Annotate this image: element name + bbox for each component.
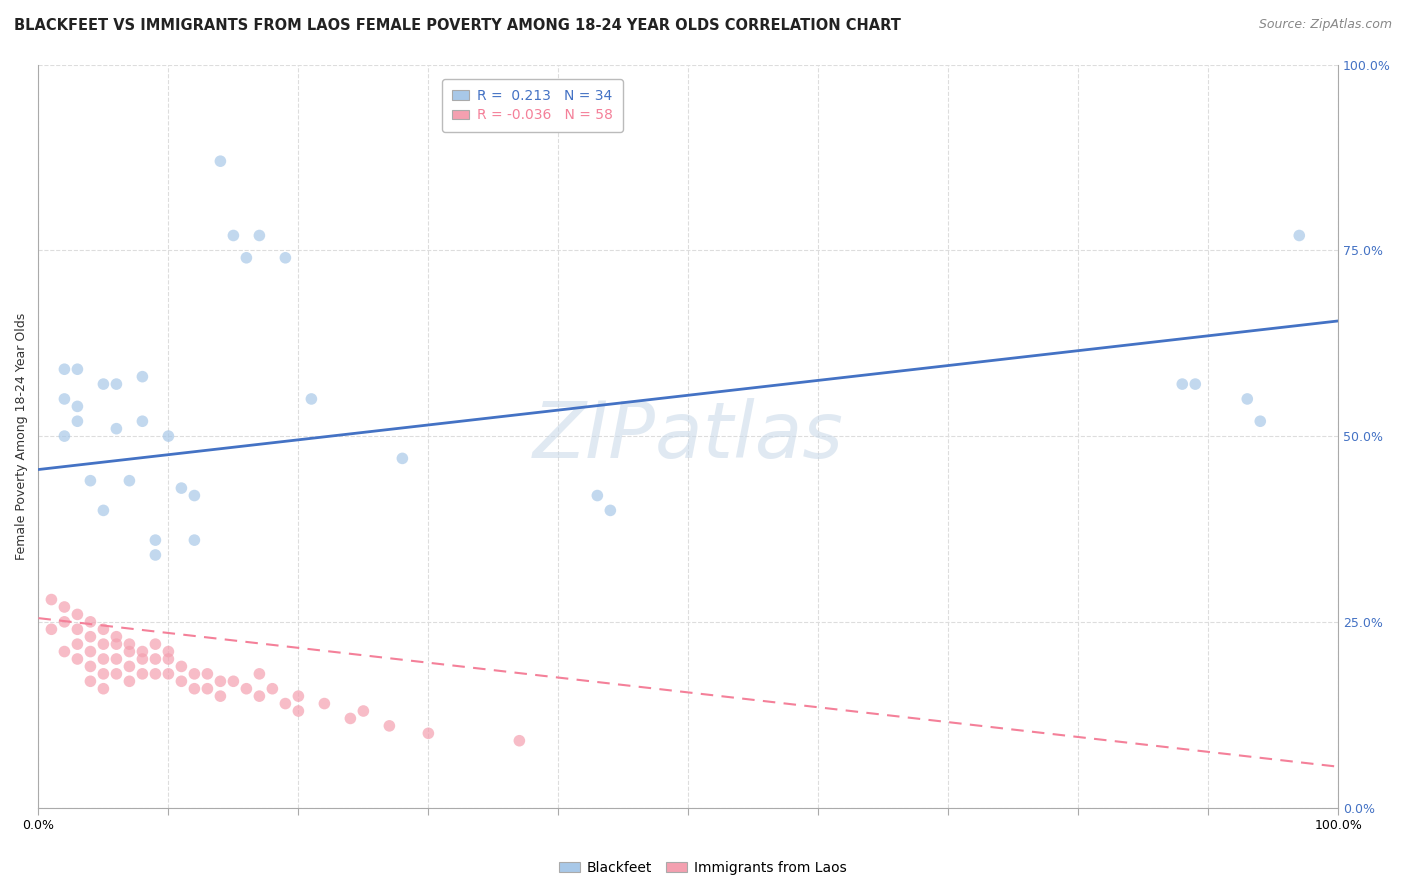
- Point: [93, 652, 115, 666]
- Point: [197, 666, 219, 681]
- Point: [145, 666, 167, 681]
- Point: [586, 489, 609, 503]
- Point: [274, 697, 297, 711]
- Text: ZIPatlas: ZIPatlas: [533, 398, 844, 474]
- Point: [79, 644, 101, 658]
- Point: [145, 548, 167, 562]
- Point: [247, 666, 270, 681]
- Point: [145, 652, 167, 666]
- Point: [66, 652, 89, 666]
- Point: [247, 228, 270, 243]
- Point: [93, 666, 115, 681]
- Point: [131, 414, 153, 428]
- Point: [93, 681, 115, 696]
- Point: [53, 599, 76, 614]
- Point: [41, 592, 63, 607]
- Point: [183, 489, 205, 503]
- Point: [222, 228, 245, 243]
- Point: [105, 666, 128, 681]
- Point: [157, 429, 180, 443]
- Point: [1236, 392, 1258, 406]
- Point: [170, 659, 193, 673]
- Point: [79, 630, 101, 644]
- Point: [118, 659, 141, 673]
- Point: [93, 503, 115, 517]
- Point: [299, 392, 322, 406]
- Point: [262, 681, 284, 696]
- Point: [1288, 228, 1310, 243]
- Point: [197, 681, 219, 696]
- Point: [105, 630, 128, 644]
- Point: [508, 733, 530, 747]
- Point: [170, 481, 193, 495]
- Point: [599, 503, 621, 517]
- Point: [209, 154, 232, 169]
- Point: [66, 607, 89, 622]
- Text: Source: ZipAtlas.com: Source: ZipAtlas.com: [1258, 18, 1392, 31]
- Point: [183, 681, 205, 696]
- Point: [131, 666, 153, 681]
- Point: [79, 474, 101, 488]
- Point: [183, 666, 205, 681]
- Point: [170, 674, 193, 689]
- Point: [145, 533, 167, 548]
- Point: [105, 377, 128, 392]
- Point: [378, 719, 401, 733]
- Legend: R =  0.213   N = 34, R = -0.036   N = 58: R = 0.213 N = 34, R = -0.036 N = 58: [443, 79, 623, 132]
- Y-axis label: Female Poverty Among 18-24 Year Olds: Female Poverty Among 18-24 Year Olds: [15, 312, 28, 559]
- Point: [209, 689, 232, 703]
- Point: [287, 689, 309, 703]
- Point: [53, 392, 76, 406]
- Point: [157, 644, 180, 658]
- Point: [118, 637, 141, 651]
- Point: [274, 251, 297, 265]
- Point: [287, 704, 309, 718]
- Point: [118, 474, 141, 488]
- Point: [118, 644, 141, 658]
- Point: [339, 711, 361, 725]
- Point: [1184, 377, 1206, 392]
- Point: [314, 697, 336, 711]
- Point: [157, 666, 180, 681]
- Point: [1171, 377, 1194, 392]
- Point: [131, 369, 153, 384]
- Point: [79, 674, 101, 689]
- Point: [105, 422, 128, 436]
- Point: [53, 429, 76, 443]
- Point: [93, 637, 115, 651]
- Point: [93, 377, 115, 392]
- Point: [53, 362, 76, 376]
- Point: [1249, 414, 1271, 428]
- Point: [53, 615, 76, 629]
- Point: [235, 251, 257, 265]
- Point: [235, 681, 257, 696]
- Point: [66, 622, 89, 636]
- Point: [66, 637, 89, 651]
- Point: [105, 637, 128, 651]
- Point: [183, 533, 205, 548]
- Point: [209, 674, 232, 689]
- Point: [131, 644, 153, 658]
- Point: [391, 451, 413, 466]
- Point: [79, 659, 101, 673]
- Point: [79, 615, 101, 629]
- Point: [66, 362, 89, 376]
- Point: [93, 622, 115, 636]
- Legend: Blackfeet, Immigrants from Laos: Blackfeet, Immigrants from Laos: [554, 855, 852, 880]
- Point: [131, 652, 153, 666]
- Point: [105, 652, 128, 666]
- Point: [247, 689, 270, 703]
- Point: [118, 674, 141, 689]
- Point: [66, 414, 89, 428]
- Point: [53, 644, 76, 658]
- Point: [157, 652, 180, 666]
- Point: [418, 726, 440, 740]
- Point: [41, 622, 63, 636]
- Text: BLACKFEET VS IMMIGRANTS FROM LAOS FEMALE POVERTY AMONG 18-24 YEAR OLDS CORRELATI: BLACKFEET VS IMMIGRANTS FROM LAOS FEMALE…: [14, 18, 901, 33]
- Point: [66, 400, 89, 414]
- Point: [352, 704, 374, 718]
- Point: [145, 637, 167, 651]
- Point: [222, 674, 245, 689]
